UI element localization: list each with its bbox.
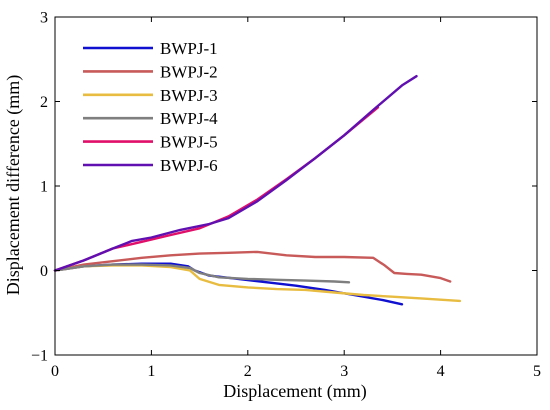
legend: BWPJ-1 BWPJ-2 BWPJ-3 BWPJ-4 BWPJ-5 BWPJ-6	[83, 39, 218, 175]
x-tick-label: 0	[51, 363, 59, 380]
legend-label-5: BWPJ-5	[160, 133, 218, 152]
x-tick-label: 2	[244, 363, 252, 380]
legend-label-2: BWPJ-2	[160, 62, 218, 81]
legend-label-6: BWPJ-6	[160, 156, 218, 175]
y-tick-label: 1	[40, 179, 48, 196]
x-tick-label: 4	[437, 363, 445, 380]
plot-area	[53, 74, 462, 306]
y-tick-label: 3	[40, 10, 48, 27]
x-tick-label: 1	[147, 363, 155, 380]
x-axis-label: Displacement (mm)	[223, 381, 366, 402]
y-tick-label: 0	[40, 263, 48, 280]
legend-label-1: BWPJ-1	[160, 39, 218, 58]
y-tick-label: −1	[31, 348, 48, 365]
plot-frame	[54, 16, 538, 356]
series-line-4	[53, 263, 351, 284]
series-line-1	[53, 262, 404, 306]
series-line-3	[53, 264, 462, 303]
y-tick-label: 2	[40, 94, 48, 111]
series-line-6	[53, 74, 418, 272]
x-tick-label: 3	[340, 363, 348, 380]
series-line-2	[53, 250, 452, 283]
legend-label-3: BWPJ-3	[160, 86, 218, 105]
legend-label-4: BWPJ-4	[160, 109, 218, 128]
y-axis-label: Displacement difference (mm)	[3, 75, 24, 296]
x-tick-label: 5	[533, 363, 541, 380]
